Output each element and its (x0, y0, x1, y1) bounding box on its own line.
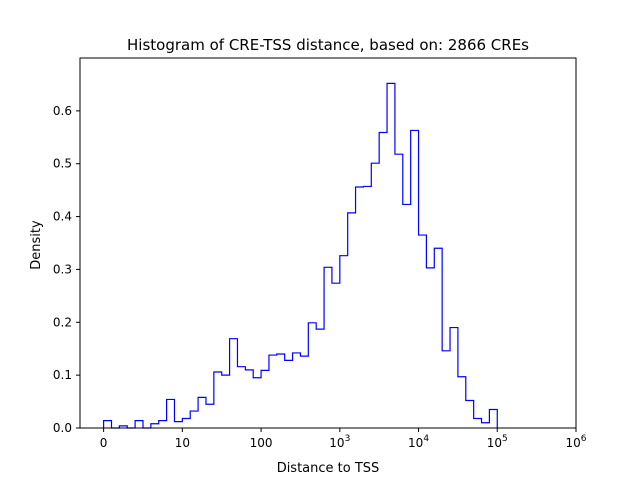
y-tick-label: 0.6 (53, 104, 72, 118)
y-tick-label: 0.2 (53, 315, 72, 329)
axes-frame (79, 57, 577, 429)
y-axis-label: Density (29, 220, 44, 270)
y-tick-label: 0.4 (53, 210, 72, 224)
x-tick-label: 106 (565, 434, 586, 450)
x-tick-label: 103 (329, 434, 350, 450)
x-tick-label: 0 (100, 436, 108, 450)
y-tick-label: 0.0 (53, 421, 72, 435)
y-axis-ticks: 0.0 0.1 0.2 0.3 0.4 0.5 0.6 (53, 104, 80, 435)
y-tick-label: 0.5 (53, 157, 72, 171)
x-tick-label: 105 (487, 434, 508, 450)
y-tick-label: 0.1 (53, 368, 72, 382)
plot-area (79, 57, 577, 429)
x-tick-label: 100 (250, 436, 273, 450)
histogram-step-line (103, 82, 498, 429)
chart-title: Histogram of CRE-TSS distance, based on:… (127, 36, 529, 54)
x-tick-label: 10 (175, 436, 190, 450)
x-tick-label: 104 (408, 434, 429, 450)
y-tick-label: 0.3 (53, 262, 72, 276)
x-axis-ticks: 0 10 100 103 104 105 106 (100, 428, 587, 450)
x-axis-label: Distance to TSS (277, 461, 380, 476)
